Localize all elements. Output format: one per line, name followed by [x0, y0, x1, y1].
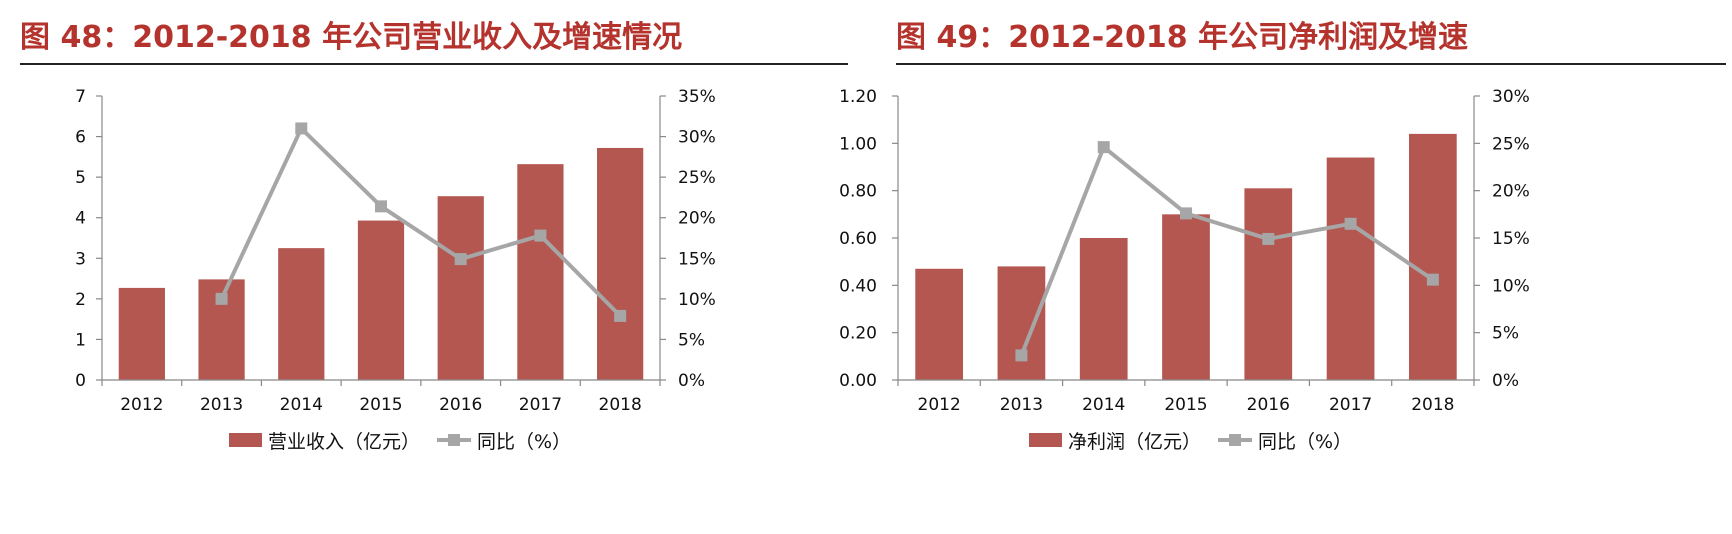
- right-axis-tick-label: 0%: [678, 371, 705, 391]
- bar: [997, 266, 1046, 380]
- growth-marker: [375, 200, 387, 213]
- x-axis-tick-label: 2018: [1411, 395, 1454, 415]
- growth-marker: [1426, 273, 1439, 286]
- right-axis-tick-label: 15%: [1492, 229, 1530, 249]
- bar: [118, 287, 165, 380]
- left-axis-tick-label: 6: [75, 128, 86, 148]
- bar: [1244, 188, 1293, 380]
- legend-bar-label: 营业收入（亿元）: [268, 431, 420, 453]
- growth-marker: [1180, 207, 1192, 220]
- bar-series: [118, 147, 644, 380]
- left-axis-tick-label: 7: [75, 87, 86, 107]
- left-axis-tick-label: 1.20: [839, 87, 877, 107]
- title-divider: [896, 63, 1726, 65]
- x-axis-tick-label: 2018: [599, 395, 642, 415]
- legend-line-label: 同比（%）: [477, 431, 571, 453]
- x-axis-tick-label: 2012: [120, 395, 163, 415]
- right-axis-tick-label: 0%: [1492, 371, 1519, 391]
- x-axis-tick-label: 2014: [280, 395, 323, 415]
- x-axis-tick-label: 2016: [1247, 395, 1290, 415]
- right-axis-tick-label: 25%: [1492, 134, 1530, 154]
- right-axis-tick-label: 15%: [678, 249, 716, 269]
- x-axis-tick-label: 2012: [918, 395, 961, 415]
- left-axis-tick-label: 2: [75, 290, 86, 310]
- left-axis-tick-label: 0: [75, 371, 86, 391]
- right-axis-tick-label: 10%: [678, 290, 716, 310]
- right-axis-tick-label: 10%: [1492, 276, 1530, 296]
- bar-series: [915, 133, 1457, 380]
- growth-marker: [215, 292, 228, 305]
- legend-bar-swatch: [1029, 433, 1062, 447]
- x-axis-tick-label: 2016: [439, 395, 482, 415]
- bar: [517, 164, 564, 380]
- growth-marker: [1015, 349, 1028, 362]
- left-axis-tick-label: 1: [75, 330, 86, 350]
- bar: [1408, 133, 1457, 380]
- x-axis-tick-label: 2017: [519, 395, 562, 415]
- right-axis-tick-label: 30%: [1492, 87, 1530, 107]
- bar: [1162, 214, 1210, 380]
- legend: 营业收入（亿元） 同比（%）: [229, 431, 571, 453]
- left-axis-tick-label: 0.00: [839, 371, 877, 391]
- chart-title: 图 48：2012-2018 年公司营业收入及增速情况: [20, 20, 683, 55]
- chart-title: 图 49：2012-2018 年公司净利润及增速: [896, 20, 1469, 55]
- growth-marker: [1262, 232, 1275, 245]
- bar: [597, 147, 644, 380]
- right-axis-tick-label: 35%: [678, 87, 716, 107]
- revenue-chart-panel: 图 48：2012-2018 年公司营业收入及增速情况 0 1 2 3 4 5 6 7 0% 5%…: [20, 20, 848, 453]
- left-axis-tick-label: 0.40: [839, 276, 877, 296]
- title-divider: [20, 63, 848, 65]
- left-axis-tick-label: 4: [75, 209, 86, 229]
- growth-marker: [614, 309, 627, 322]
- left-axis-tick-label: 3: [75, 249, 86, 269]
- right-axis-tick-label: 20%: [678, 209, 716, 229]
- left-axis-tick-label: 5: [75, 168, 86, 188]
- x-axis-tick-label: 2014: [1082, 395, 1125, 415]
- bar: [357, 220, 405, 380]
- legend-line-label: 同比（%）: [1258, 431, 1352, 453]
- bar: [1079, 238, 1128, 380]
- left-axis-tick-label: 0.60: [839, 229, 877, 249]
- legend-line-marker: [1229, 434, 1241, 446]
- legend-bar-swatch: [229, 433, 262, 447]
- left-axis-tick-label: 0.80: [839, 182, 877, 202]
- net-profit-chart-panel: 图 49：2012-2018 年公司净利润及增速 0.00 0.20 0.40 0.6…: [839, 0, 1732, 534]
- growth-marker: [295, 122, 308, 135]
- left-axis-tick-label: 1.00: [839, 134, 877, 154]
- right-axis-tick-label: 30%: [678, 128, 716, 148]
- x-axis-tick-label: 2015: [1164, 395, 1207, 415]
- left-axis-tick-label: 0.20: [839, 324, 877, 344]
- growth-marker: [534, 229, 547, 242]
- growth-marker: [1097, 141, 1110, 154]
- growth-marker: [454, 253, 467, 266]
- x-axis-tick-label: 2013: [1000, 395, 1043, 415]
- x-axis-tick-label: 2015: [359, 395, 402, 415]
- right-axis-tick-label: 5%: [678, 330, 705, 350]
- growth-line: [1019, 145, 1434, 357]
- legend: 净利润（亿元） 同比（%）: [1029, 431, 1352, 453]
- growth-line: [219, 126, 622, 318]
- bar: [278, 248, 325, 380]
- right-axis-tick-label: 20%: [1492, 182, 1530, 202]
- x-axis-tick-label: 2013: [200, 395, 243, 415]
- right-axis-tick-label: 25%: [678, 168, 716, 188]
- legend-line-marker: [448, 434, 460, 446]
- legend-bar-label: 净利润（亿元）: [1068, 431, 1201, 453]
- bar: [915, 268, 964, 380]
- x-axis-tick-label: 2017: [1329, 395, 1372, 415]
- revenue-growth-chart: 0 1 2 3 4 5 6 7 0% 5% 10% 15% 20% 25% 30% 35% 2012 2013 20…: [75, 87, 716, 453]
- bar: [437, 196, 484, 380]
- net-profit-growth-chart: 0.00 0.20 0.40 0.60 0.80 1.00 1.20 0% 5% 10% 15% 20…: [839, 87, 1530, 453]
- growth-marker: [1344, 217, 1357, 230]
- bar: [1326, 157, 1375, 380]
- right-axis-tick-label: 5%: [1492, 324, 1519, 344]
